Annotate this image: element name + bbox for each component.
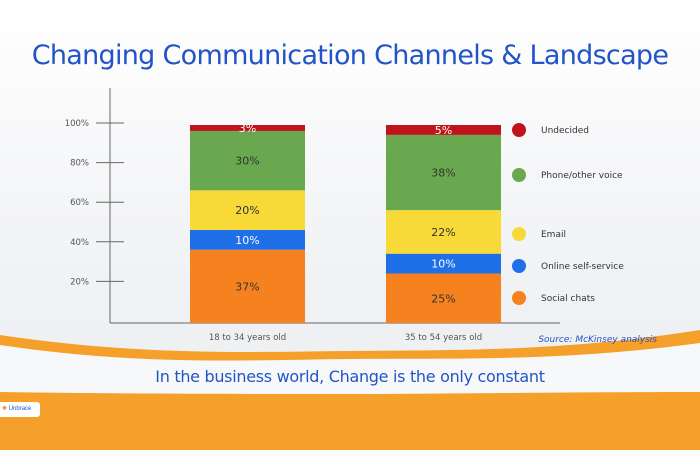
bar-segment — [190, 229, 305, 250]
legend-label: Online self-service — [541, 262, 624, 272]
data-label: 38% — [431, 167, 455, 180]
legend: Undecided Phone/other voice Email Online se… — [512, 123, 624, 305]
data-label: 37% — [235, 280, 259, 293]
y-tick-label: 60% — [70, 198, 89, 208]
bar-segment — [190, 249, 305, 323]
data-label: 22% — [431, 226, 455, 239]
bar-segment — [386, 125, 501, 135]
legend-label: Phone/other voice — [541, 171, 623, 181]
brand-logo: ✺ Unbrace — [0, 402, 40, 417]
x-tick-label: 35 to 54 years old — [405, 333, 482, 343]
bar-segment — [190, 190, 305, 230]
legend-swatch — [512, 291, 526, 305]
data-label: 10% — [431, 258, 455, 271]
x-tick-label: 18 to 34 years old — [209, 333, 286, 343]
bar-segment — [386, 253, 501, 274]
bar-segment — [190, 125, 305, 131]
bar-segment — [386, 273, 501, 323]
bar-segment — [190, 130, 305, 191]
legend-swatch — [512, 123, 526, 137]
data-label: 10% — [235, 234, 259, 247]
data-label: 5% — [435, 124, 452, 137]
y-tick-label: 80% — [70, 159, 89, 169]
data-label: 30% — [235, 155, 259, 168]
legend-swatch — [512, 259, 526, 273]
logo-mark-icon: ✺ — [2, 406, 8, 412]
bars: 37% 10% 20% 30% 3% 25% 10% 22% 38% 5% — [190, 122, 501, 323]
tagline: In the business world, Change is the onl… — [155, 367, 545, 386]
x-axis-labels: 18 to 34 years old 35 to 54 years old — [209, 333, 482, 343]
source-note: Source: McKinsey analysis — [538, 335, 657, 345]
data-label: 20% — [235, 204, 259, 217]
bar-segment — [386, 210, 501, 254]
legend-label: Social chats — [541, 294, 595, 304]
y-tick-label: 100% — [65, 119, 89, 129]
chart-title: Changing Communication Channels & Landsc… — [31, 40, 669, 71]
y-tick-label: 20% — [70, 277, 89, 287]
legend-swatch — [512, 168, 526, 182]
legend-label: Email — [541, 230, 566, 240]
data-label: 3% — [239, 122, 256, 135]
bar-segment — [386, 134, 501, 211]
legend-swatch — [512, 227, 526, 241]
white-wave — [0, 343, 700, 394]
logo-text: Unbrace — [8, 406, 32, 412]
data-label: 25% — [431, 292, 455, 305]
y-tick-label: 40% — [70, 238, 89, 248]
legend-label: Undecided — [541, 126, 589, 136]
y-axis: 20% 40% 60% 80% 100% — [65, 88, 560, 324]
